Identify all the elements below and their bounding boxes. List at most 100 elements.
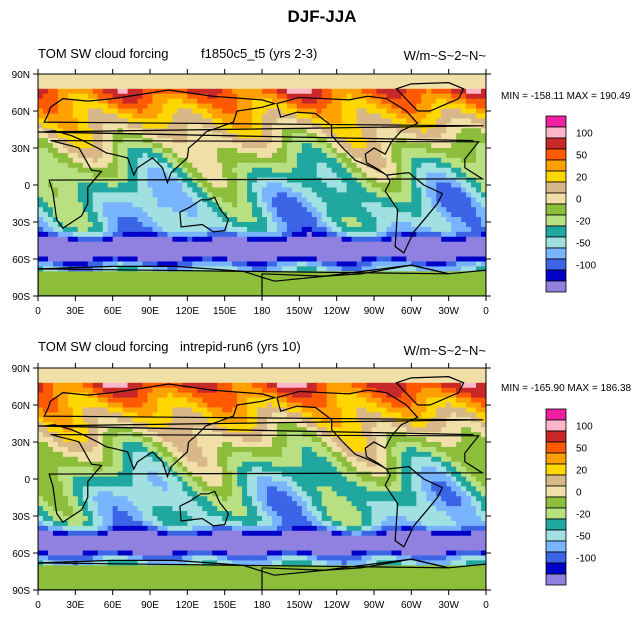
field-cell bbox=[296, 372, 303, 379]
field-cell bbox=[461, 93, 467, 100]
field-cell bbox=[137, 83, 143, 90]
field-cell bbox=[356, 261, 362, 267]
field-cell bbox=[446, 291, 452, 296]
field-cell bbox=[77, 93, 84, 100]
field-cell bbox=[436, 133, 442, 139]
field-cell bbox=[351, 231, 357, 238]
field-cell bbox=[47, 231, 54, 238]
map-panel-2: TOM SW cloud forcing intrepid-run6 (yrs … bbox=[12, 339, 632, 611]
field-cell bbox=[252, 192, 258, 198]
field-cell bbox=[157, 108, 163, 114]
field-cell bbox=[192, 78, 198, 85]
field-cell bbox=[266, 261, 273, 267]
field-cell bbox=[147, 281, 153, 287]
field-cell bbox=[336, 88, 343, 95]
field-cell bbox=[426, 246, 432, 252]
field-cell bbox=[207, 172, 213, 178]
field-cell bbox=[257, 192, 263, 198]
field-cell bbox=[276, 133, 283, 139]
field-cell bbox=[207, 177, 213, 183]
field-cell bbox=[336, 113, 343, 119]
field-cell bbox=[296, 246, 303, 252]
field-cell bbox=[132, 182, 138, 188]
field-cell bbox=[326, 123, 333, 129]
field-cell bbox=[466, 377, 472, 384]
field-cell bbox=[451, 271, 457, 277]
field-cell bbox=[441, 276, 447, 282]
field-cell bbox=[122, 392, 128, 398]
field-cell bbox=[152, 281, 158, 287]
field-cell bbox=[281, 152, 288, 159]
field-cell bbox=[87, 108, 94, 114]
field-cell bbox=[127, 226, 133, 233]
field-cell bbox=[296, 226, 303, 233]
field-cell bbox=[257, 266, 263, 272]
field-cell bbox=[406, 113, 412, 119]
field-cell bbox=[92, 368, 99, 374]
field-cell bbox=[157, 98, 163, 104]
field-cell bbox=[67, 148, 74, 154]
field-cell bbox=[396, 152, 402, 159]
field-cell bbox=[97, 162, 104, 169]
field-cell bbox=[336, 382, 343, 389]
field-cell bbox=[262, 74, 268, 80]
field-cell bbox=[321, 392, 328, 398]
field-cell bbox=[147, 266, 153, 272]
field-cell bbox=[177, 187, 183, 193]
field-cell bbox=[396, 387, 402, 394]
field-cell bbox=[192, 143, 198, 149]
field-cell bbox=[271, 291, 278, 296]
field-cell bbox=[466, 162, 472, 169]
field-cell bbox=[321, 83, 328, 90]
field-cell bbox=[401, 182, 407, 188]
field-cell bbox=[57, 256, 64, 262]
field-cell bbox=[247, 266, 253, 272]
field-cell bbox=[411, 286, 417, 292]
field-cell bbox=[157, 236, 163, 243]
field-cell bbox=[87, 407, 94, 413]
field-cell bbox=[381, 291, 387, 296]
field-cell bbox=[376, 377, 382, 384]
field-cell bbox=[207, 372, 213, 379]
field-cell bbox=[296, 207, 303, 213]
field-cell bbox=[137, 256, 143, 262]
field-cell bbox=[426, 372, 432, 379]
field-cell bbox=[396, 202, 402, 208]
field-cell bbox=[87, 192, 94, 198]
field-cell bbox=[266, 157, 273, 164]
field-cell bbox=[167, 241, 173, 248]
field-cell bbox=[336, 372, 343, 379]
field-cell bbox=[197, 382, 203, 389]
field-cell bbox=[82, 207, 89, 213]
field-cell bbox=[311, 382, 318, 389]
field-cell bbox=[451, 202, 457, 208]
field-cell bbox=[296, 177, 303, 183]
field-cell bbox=[461, 207, 467, 213]
field-cell bbox=[47, 202, 54, 208]
field-cell bbox=[177, 276, 183, 282]
field-cell bbox=[112, 88, 119, 95]
field-cell bbox=[406, 222, 412, 228]
field-cell bbox=[132, 152, 138, 159]
field-cell bbox=[291, 172, 298, 178]
field-cell bbox=[376, 182, 382, 188]
field-cell bbox=[152, 83, 158, 90]
field-cell bbox=[192, 231, 198, 238]
field-cell bbox=[87, 281, 94, 287]
field-cell bbox=[122, 286, 128, 292]
field-cell bbox=[157, 113, 163, 119]
field-cell bbox=[47, 113, 54, 119]
field-cell bbox=[366, 226, 372, 233]
field-cell bbox=[381, 128, 387, 134]
field-cell bbox=[451, 256, 457, 262]
field-cell bbox=[371, 143, 377, 149]
field-cell bbox=[242, 143, 248, 149]
field-cell bbox=[227, 152, 233, 159]
field-cell bbox=[172, 222, 178, 228]
field-cell bbox=[227, 368, 233, 374]
field-cell bbox=[361, 241, 367, 248]
field-cell bbox=[257, 98, 263, 104]
field-cell bbox=[271, 98, 278, 104]
field-cell bbox=[217, 192, 223, 198]
field-cell bbox=[401, 103, 407, 109]
